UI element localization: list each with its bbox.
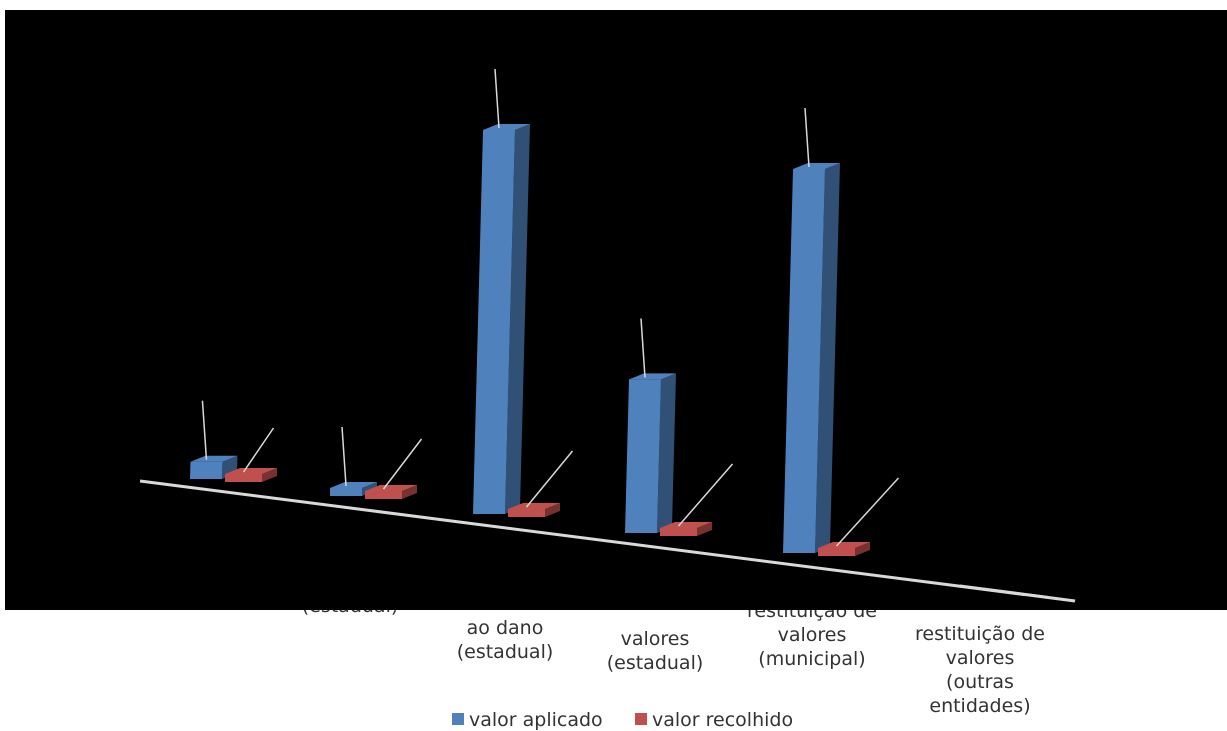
category-label-3: valores (estadual) (607, 628, 704, 674)
leader-line-valor-recolhido-1 (242, 427, 275, 473)
leader-line-valor-aplicado-4 (640, 318, 646, 378)
legend-label: valor aplicado (469, 709, 603, 731)
bar-valor-recolhido-5 (818, 542, 870, 556)
legend-item-2: valor recolhido (635, 709, 793, 731)
category-label-4: restituição de valores (municipal) (747, 600, 877, 670)
bar-valor-aplicado-1 (190, 455, 238, 479)
legend-label: valor recolhido (652, 709, 793, 731)
leader-line-valor-recolhido-3 (525, 450, 574, 508)
bar-valor-recolhido-1 (225, 468, 277, 482)
x-axis-line (139, 479, 1076, 603)
legend-swatch (635, 713, 647, 725)
plot-area-bottom-edge (5, 596, 1075, 610)
bar-valor-aplicado-5 (783, 163, 840, 553)
leader-line-valor-recolhido-2 (382, 438, 423, 490)
plot-area (5, 10, 1227, 610)
leader-line-valor-aplicado-2 (341, 426, 347, 487)
category-label-2: ao dano (estadual) (457, 617, 554, 663)
bar-valor-recolhido-3 (508, 503, 560, 517)
legend-swatch (452, 713, 464, 725)
x-axis-line-end (959, 584, 1076, 603)
leader-line-valor-aplicado-1 (201, 400, 208, 460)
leader-line-valor-aplicado-5 (804, 107, 810, 168)
legend-item-1: valor aplicado (452, 709, 603, 731)
leader-line-valor-recolhido-4 (677, 463, 734, 527)
category-label-5: restituição de valores (outras entidades) (915, 623, 1045, 717)
bar-valor-aplicado-3 (473, 124, 530, 514)
leader-line-valor-recolhido-5 (835, 477, 900, 547)
bar-valor-recolhido-2 (365, 485, 417, 499)
bar-valor-aplicado-4 (625, 373, 676, 533)
bar-valor-recolhido-4 (660, 522, 712, 536)
leader-line-valor-aplicado-3 (494, 68, 500, 129)
